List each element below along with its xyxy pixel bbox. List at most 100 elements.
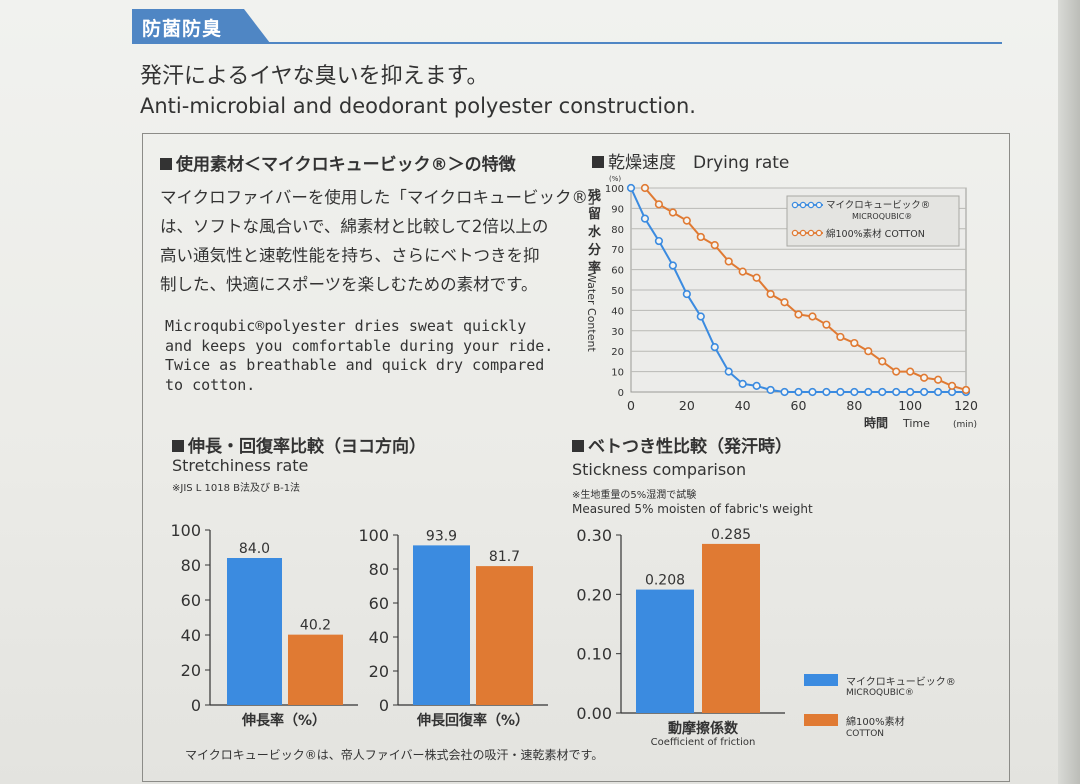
bar-value-label: 0.285 — [711, 527, 751, 543]
stick-heading: ベトつき性比較（発汗時） — [572, 432, 792, 457]
drying-data-point — [892, 387, 901, 397]
drying-data-point — [850, 387, 859, 397]
drying-y-tick-label: 10 — [611, 368, 624, 379]
stretch-heading-text: 伸長・回復率比較（ヨコ方向） — [188, 437, 426, 457]
bar-value-label: 40.2 — [300, 618, 331, 634]
drying-title: 乾燥速度 Drying rate — [608, 153, 790, 173]
drying-data-point — [766, 289, 775, 299]
drying-x-tick-label: 100 — [898, 398, 922, 413]
drying-legend-marker — [807, 229, 815, 237]
drying-x-tick-label: 40 — [735, 398, 751, 413]
legend-micro-en: MICROQUBIC® — [846, 688, 914, 698]
drying-data-point — [933, 375, 943, 384]
drying-data-point — [640, 183, 650, 193]
drying-data-point — [920, 387, 929, 397]
lead-text-en: Anti-microbial and deodorant polyester c… — [140, 94, 696, 118]
bar-y-tick-label: 80 — [181, 556, 201, 575]
features-line-en: and keeps you comfortable during your ri… — [165, 336, 554, 355]
drying-legend-label-en: MICROQUBIC® — [852, 212, 912, 221]
drying-data-point — [696, 312, 705, 321]
bar — [476, 566, 533, 705]
drying-data-point — [906, 387, 915, 397]
drying-data-point — [640, 214, 650, 223]
bar-y-tick-label: 100 — [358, 526, 389, 545]
bar-y-tick-label: 20 — [181, 661, 201, 680]
stick-note-en: Measured 5% moisten of fabric's weight — [572, 502, 813, 516]
drying-y-label-en: Water Content — [585, 272, 598, 352]
drying-y-tick-label: 0 — [618, 388, 624, 399]
drying-legend-marker — [815, 201, 823, 209]
drying-x-unit: (min) — [953, 420, 977, 430]
drying-y-label-ja: 水 — [588, 224, 602, 240]
drying-y-tick-label: 20 — [611, 347, 624, 358]
drying-data-point — [822, 320, 831, 329]
legend-micro-ja: マイクロキュービック® — [846, 677, 956, 688]
drying-x-tick-label: 120 — [954, 398, 978, 413]
drying-heading: 乾燥速度 Drying rate — [592, 148, 789, 173]
drying-y-tick-label: 50 — [611, 286, 624, 297]
drying-y-tick-label: 100 — [605, 184, 624, 195]
bar-y-tick-label: 60 — [181, 591, 201, 610]
drying-data-point — [752, 381, 761, 390]
features-line: 高い通気性と速乾性能を持ち、さらにベトつきを抑 — [160, 246, 540, 265]
drying-data-point — [864, 387, 873, 397]
drying-data-point — [933, 387, 943, 397]
drying-data-point — [738, 379, 747, 388]
drying-data-point — [738, 267, 747, 276]
stick-note-ja: ※生地重量の5%湿潤で試験 — [572, 490, 697, 501]
drying-legend-marker — [791, 229, 799, 237]
drying-data-point — [794, 387, 803, 397]
drying-data-point — [836, 387, 845, 397]
drying-y-label-ja: 残 — [588, 188, 601, 204]
bar-x-label: 動摩擦係数 — [668, 720, 739, 737]
drying-x-label-ja: 時間 — [864, 415, 888, 430]
drying-legend-marker — [799, 201, 807, 209]
drying-data-point — [822, 387, 831, 397]
drying-legend-marker — [791, 201, 799, 209]
drying-legend-label: 綿100%素材 COTTON — [826, 228, 925, 240]
bar — [288, 634, 343, 705]
bullet-square-icon — [572, 440, 584, 452]
bar-x-label: 伸長率（%） — [241, 712, 326, 729]
features-heading-text: 使用素材＜マイクロキュービック®＞の特徴 — [176, 155, 516, 175]
bar-y-tick-label: 0.30 — [576, 526, 612, 545]
drying-legend-label: マイクロキュービック® — [826, 200, 930, 211]
features-line-en: Microqubic®polyester dries sweat quickly — [165, 317, 527, 335]
drying-data-point — [696, 232, 705, 242]
footer-note: マイクロキュービック®は、帝人ファイバー株式会社の吸汗・速乾素材です。 — [185, 748, 604, 762]
stretch-heading: 伸長・回復率比較（ヨコ方向） — [172, 432, 426, 457]
drying-data-point — [626, 183, 636, 193]
features-line-en: Twice as breathable and quick dry compar… — [165, 356, 545, 374]
drying-data-point — [878, 387, 887, 397]
bullet-square-icon — [592, 156, 604, 168]
drying-data-point — [766, 385, 775, 395]
bar-y-tick-label: 20 — [369, 662, 389, 681]
legend-swatch-cotton — [804, 714, 838, 726]
bar-x-label-en: Coefficient of friction — [651, 737, 756, 748]
legend-swatch-micro — [804, 674, 838, 686]
bar-value-label: 0.208 — [645, 573, 685, 589]
drying-data-point — [654, 236, 664, 246]
drying-data-point — [654, 200, 664, 209]
bar-y-tick-label: 0 — [379, 696, 389, 715]
bar — [702, 543, 760, 713]
drying-data-point — [710, 343, 719, 352]
drying-y-label-ja: 率 — [588, 260, 601, 276]
drying-data-point — [752, 273, 761, 282]
bar-value-label: 84.0 — [239, 541, 270, 557]
drying-data-point — [682, 216, 691, 225]
drying-data-point — [724, 367, 733, 376]
drying-data-point — [961, 385, 971, 395]
bar-y-tick-label: 60 — [369, 594, 389, 613]
bar-y-tick-label: 0.20 — [576, 585, 612, 604]
bar-x-label: 伸長回復率（%） — [416, 712, 529, 729]
bar-value-label: 81.7 — [489, 549, 520, 565]
drying-y-tick-label: 90 — [611, 204, 624, 215]
drying-x-label-en: Time — [902, 417, 930, 430]
drying-data-point — [892, 367, 901, 376]
drying-y-tick-label: 80 — [611, 225, 624, 236]
drying-data-point — [724, 257, 733, 266]
bar — [636, 589, 694, 713]
stick-subtitle: Stickness comparison — [572, 460, 747, 479]
bar — [413, 545, 470, 705]
